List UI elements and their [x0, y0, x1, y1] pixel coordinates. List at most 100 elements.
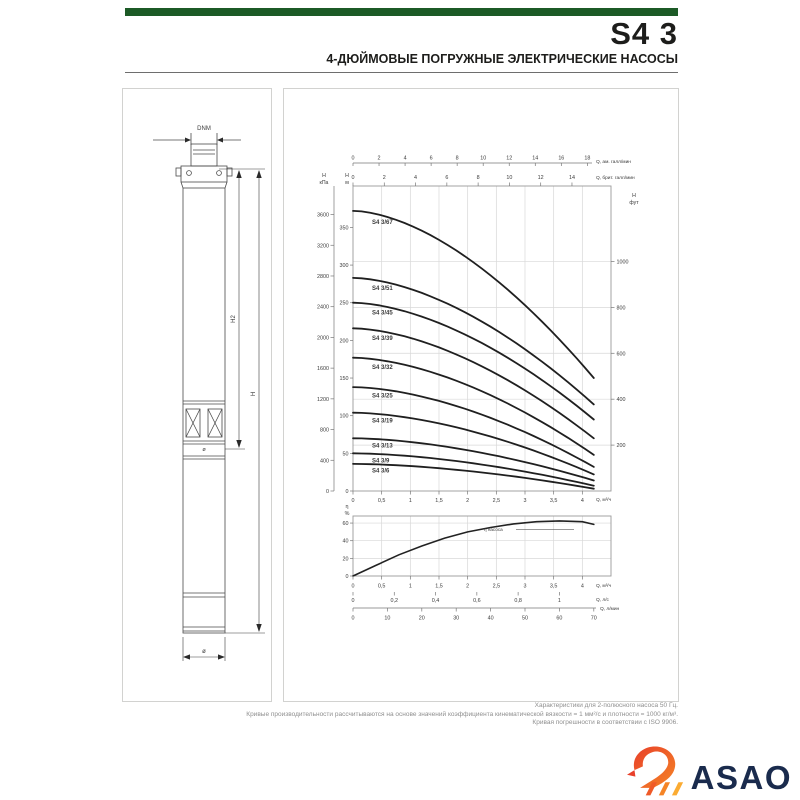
tick-label: 50 [343, 451, 349, 457]
efficiency-curve-label: η насоса [484, 527, 503, 532]
tick-label: 3 [524, 498, 527, 504]
tick-label: 2,5 [493, 498, 501, 504]
head-curve-9 [352, 463, 595, 490]
asao-logo-mark [626, 746, 683, 796]
tick-label: 1 [409, 498, 412, 504]
head-curve-0 [352, 210, 595, 379]
logo-stripe [671, 782, 683, 796]
curve-label-8: S4 3/9 [372, 458, 390, 464]
dimension-lines [182, 168, 265, 661]
swan-shape [633, 746, 675, 788]
axis-unit-label: H [632, 193, 636, 199]
page-subtitle: 4-ДЮЙМОВЫЕ ПОГРУЖНЫЕ ЭЛЕКТРИЧЕСКИЕ НАСОС… [326, 52, 678, 66]
tick-label: 0,5 [378, 498, 386, 504]
efficiency-curve [352, 520, 595, 577]
dimension-arrowheads [183, 137, 262, 660]
tick-label: 0,2 [391, 598, 399, 604]
head-curve-7 [352, 437, 595, 482]
footer-line: Характеристики для 2-полюсного насоса 50… [534, 702, 678, 709]
tick-label: 0 [352, 584, 355, 590]
tick-label: 3600 [317, 213, 329, 219]
tick-label: 10 [480, 156, 486, 162]
charts-panel: 0 2 4 6 8 10 12 14 16 18 Q, ам. галл/мин 0 2 4 6 8 10 12 1… [283, 88, 679, 702]
footer-notes: Характеристики для 2-полюсного насоса 50… [246, 702, 678, 728]
tick-label: 1 [558, 598, 561, 604]
head-curve-3 [352, 327, 595, 440]
swan-beak [626, 770, 636, 777]
tick-label: 1200 [317, 397, 329, 403]
tick-label: 400 [617, 397, 626, 403]
tick-label: 4 [414, 175, 417, 181]
head-curve-8 [352, 452, 595, 487]
pump-drawing-panel: DNM H2 H ø ø [122, 88, 272, 702]
tick-label: 100 [340, 414, 349, 420]
tick-label: 18 [584, 156, 590, 162]
tick-label: 0,8 [514, 598, 522, 604]
tick-label: 2000 [317, 335, 329, 341]
axis-unit-label: м [345, 180, 349, 186]
tick-label: 0 [346, 489, 349, 495]
axis-unit-label: H [345, 173, 349, 179]
tick-label: 16 [558, 156, 564, 162]
axis-unit-label: % [345, 511, 350, 517]
curve-label-3: S4 3/39 [372, 336, 393, 342]
tick-label: 0,6 [473, 598, 481, 604]
tick-label: 3200 [317, 243, 329, 249]
tick-label: 6 [430, 156, 433, 162]
axis-unit-label: Q, л/с [596, 597, 610, 603]
head-curve-1 [352, 277, 595, 406]
tick-label: 50 [522, 616, 528, 622]
tick-label: 4 [581, 498, 584, 504]
tick-label: 2 [378, 156, 381, 162]
tick-label: 0 [352, 156, 355, 162]
curve-label-1: S4 3/51 [372, 286, 393, 292]
tick-label: 10 [506, 175, 512, 181]
tick-label: 1600 [317, 366, 329, 372]
pump-drawing: DNM H2 H ø ø [153, 126, 265, 661]
axis-unit-label: η [346, 504, 349, 510]
tick-label: 800 [617, 305, 626, 311]
tick-label: 1000 [617, 259, 629, 265]
axis-unit-label: Q, ам. галл/мин [596, 159, 631, 165]
page-title: S4 3 [610, 16, 678, 51]
curve-label-7: S4 3/13 [372, 444, 393, 450]
tick-label: 2400 [317, 305, 329, 311]
head-curve-6 [352, 411, 595, 476]
tick-label: 14 [569, 175, 575, 181]
logo-stripe [645, 782, 657, 796]
h-dimension-label: H [251, 392, 257, 396]
footer-line: Кривые производительности рассчитываются… [246, 710, 678, 718]
tick-label: 2 [466, 498, 469, 504]
curve-label-9: S4 3/6 [372, 469, 390, 475]
tick-label: 14 [532, 156, 538, 162]
tick-label: 350 [340, 225, 349, 231]
h2-dimension-label: H2 [231, 315, 237, 323]
tick-label: 3 [524, 584, 527, 590]
header-accent-bar [125, 8, 678, 16]
tick-label: 4 [404, 156, 407, 162]
tick-label: 0,4 [432, 598, 440, 604]
axis-unit-label: Q, м³/ч [596, 583, 612, 589]
asao-logo: ASAO [626, 744, 792, 798]
tick-label: 200 [340, 338, 349, 344]
tick-label: 6 [445, 175, 448, 181]
tick-label: 0,5 [378, 584, 386, 590]
tick-label: 1,5 [435, 584, 443, 590]
head-curve-2 [352, 301, 595, 421]
tick-label: 8 [456, 156, 459, 162]
tick-label: 4 [581, 584, 584, 590]
dnm-dimension-label: DNM [197, 126, 211, 132]
tick-label: 3,5 [550, 584, 558, 590]
tick-label: 20 [419, 616, 425, 622]
tick-label: 2800 [317, 274, 329, 280]
tick-label: 0 [352, 498, 355, 504]
curve-label-0: S4 3/67 [372, 220, 393, 226]
tick-label: 10 [384, 616, 390, 622]
axis-unit-label: кПа [320, 180, 329, 186]
tick-label: 200 [617, 443, 626, 449]
tick-label: 300 [340, 263, 349, 269]
tick-label: 30 [453, 616, 459, 622]
tick-label: 1 [409, 584, 412, 590]
